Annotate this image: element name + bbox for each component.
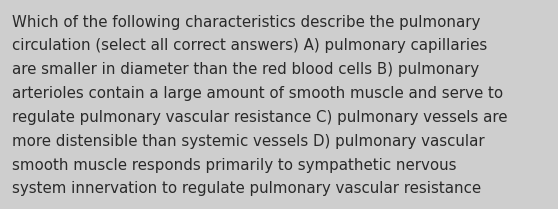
Text: arterioles contain a large amount of smooth muscle and serve to: arterioles contain a large amount of smo…: [12, 86, 503, 101]
Text: circulation (select all correct answers) A) pulmonary capillaries: circulation (select all correct answers)…: [12, 38, 488, 54]
Text: more distensible than systemic vessels D) pulmonary vascular: more distensible than systemic vessels D…: [12, 134, 485, 149]
Text: system innervation to regulate pulmonary vascular resistance: system innervation to regulate pulmonary…: [12, 181, 482, 196]
Text: are smaller in diameter than the red blood cells B) pulmonary: are smaller in diameter than the red blo…: [12, 62, 479, 77]
Text: regulate pulmonary vascular resistance C) pulmonary vessels are: regulate pulmonary vascular resistance C…: [12, 110, 508, 125]
Text: smooth muscle responds primarily to sympathetic nervous: smooth muscle responds primarily to symp…: [12, 158, 457, 173]
Text: Which of the following characteristics describe the pulmonary: Which of the following characteristics d…: [12, 15, 480, 30]
